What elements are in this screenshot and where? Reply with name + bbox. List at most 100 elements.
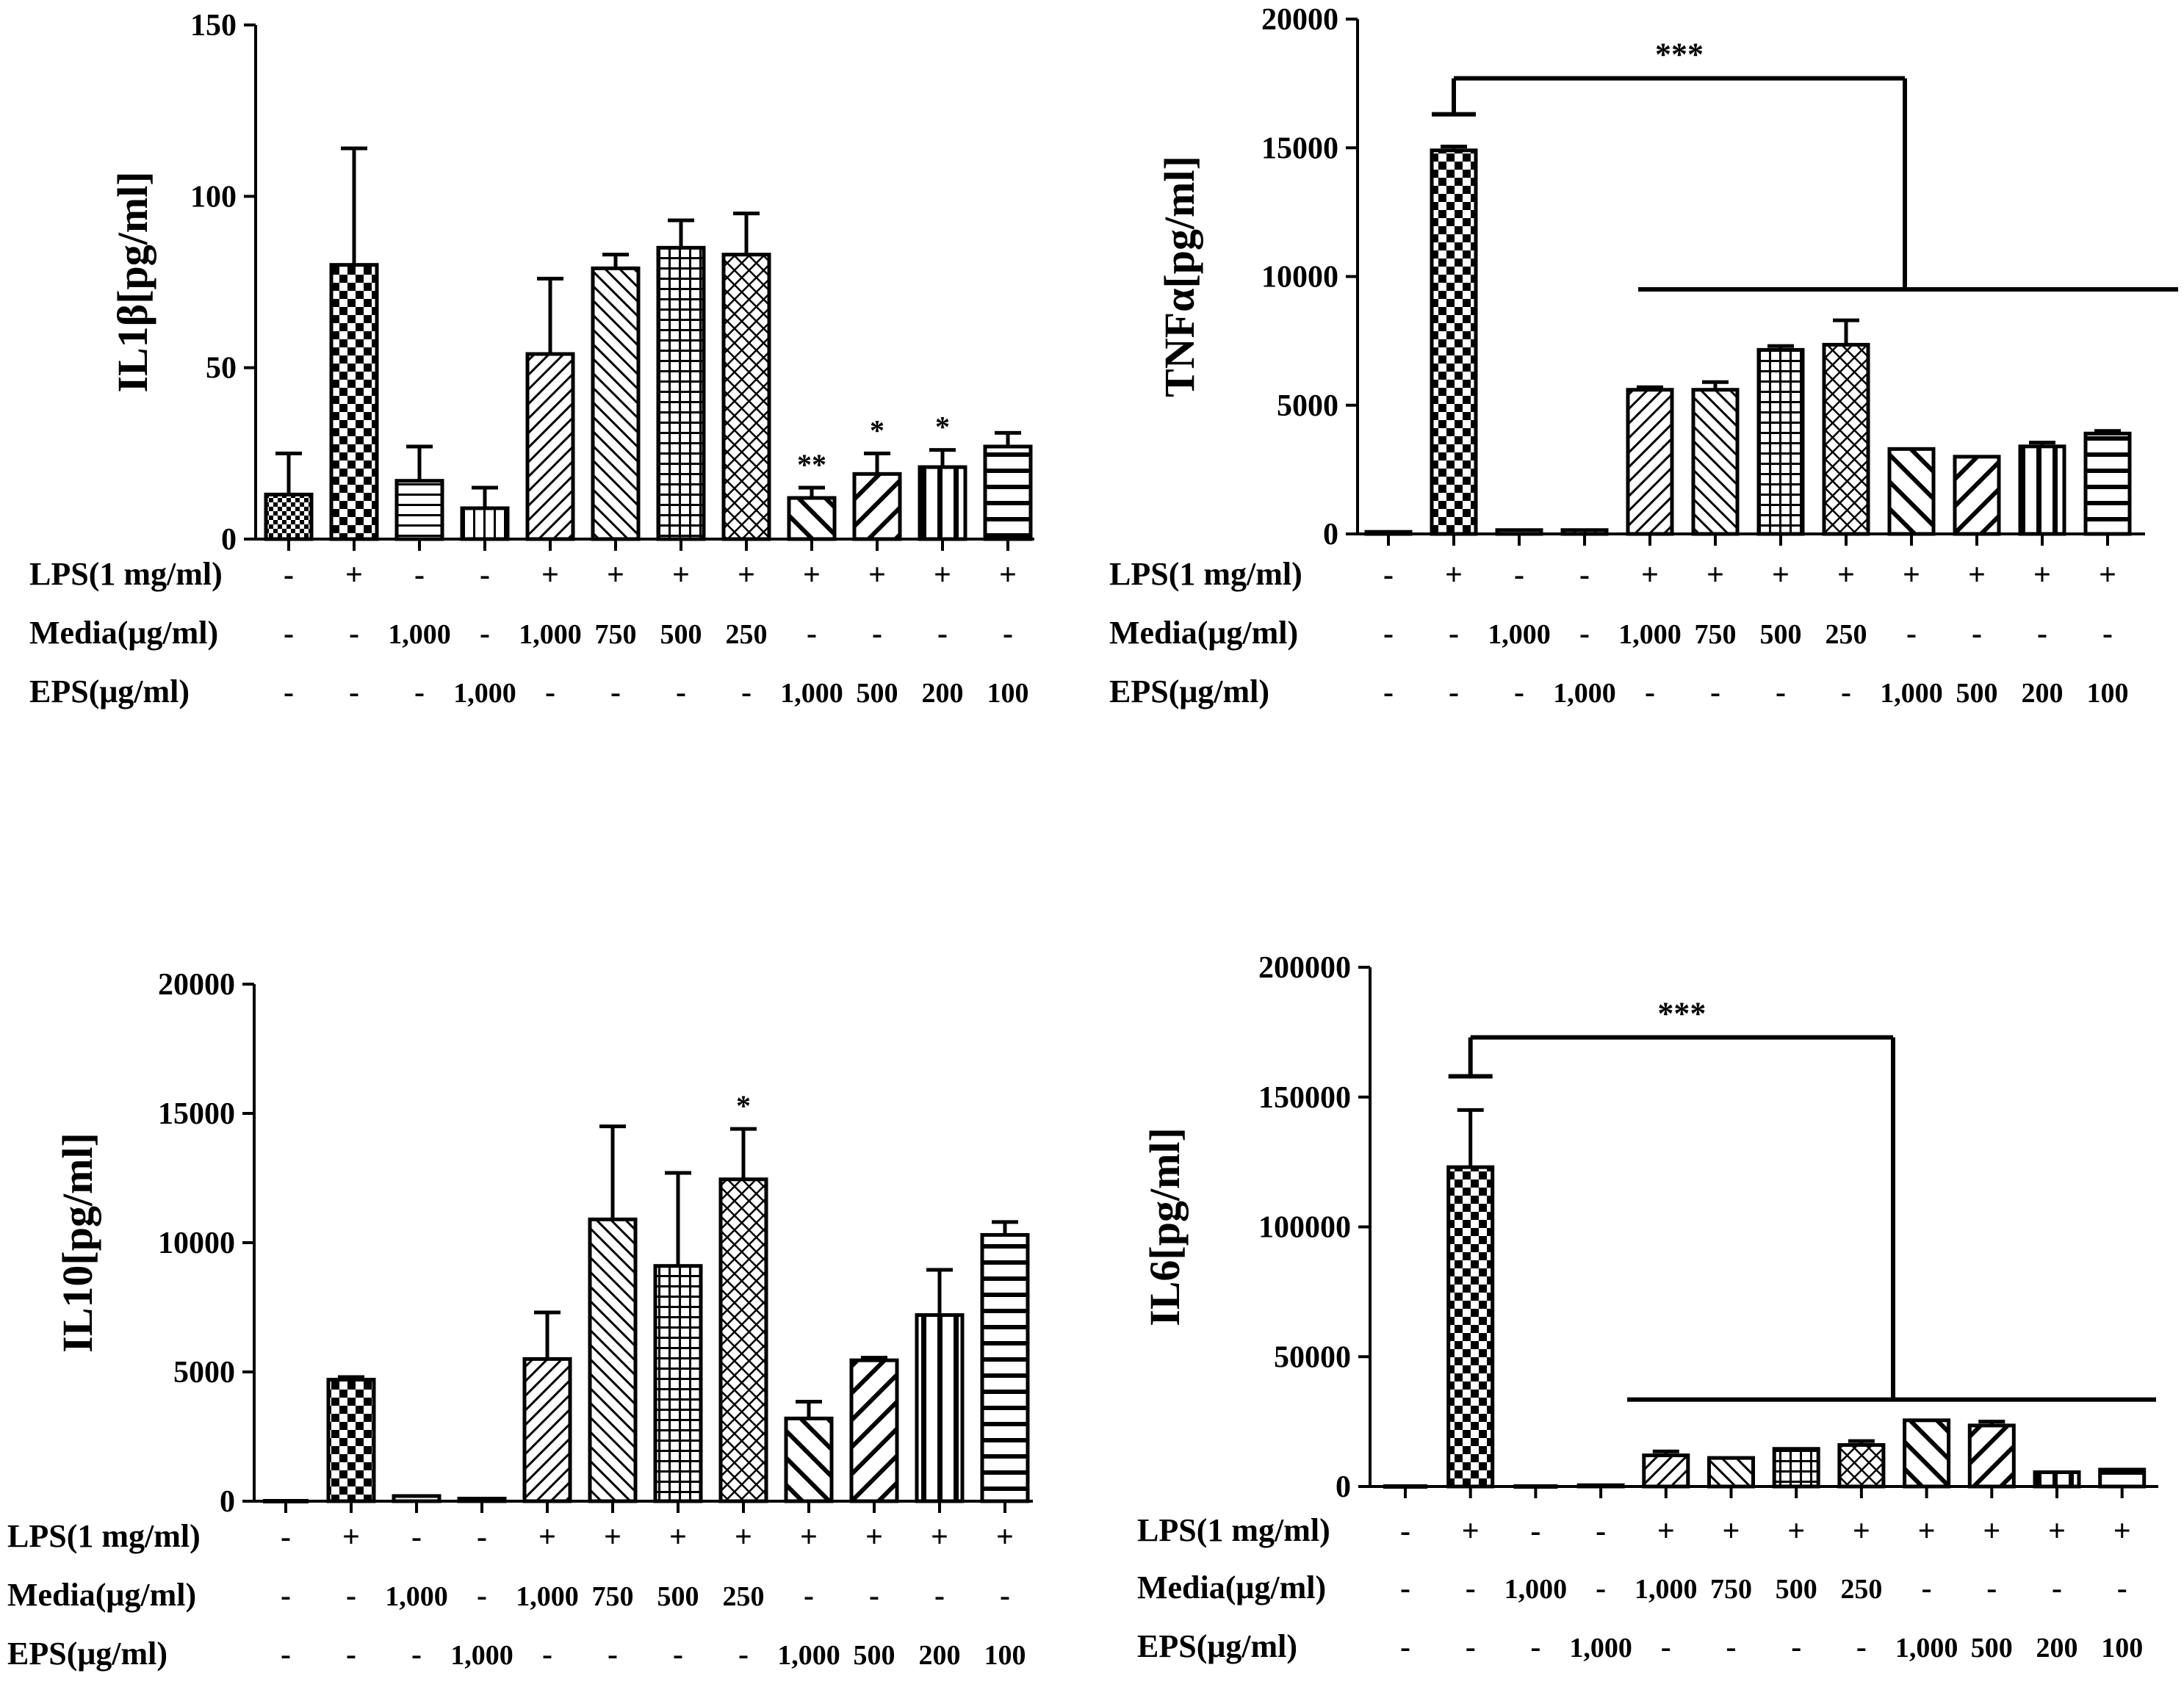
condition-cell: + [865,1520,883,1554]
chart-panel-il6: 0 50000 100000 150000 200000 IL6[pg/ml] *** LPS… [1137,951,2158,1664]
bar-8 [721,253,771,541]
condition-cell: 500 [857,678,898,709]
condition-cell: 200 [2036,1633,2078,1663]
y-tick-label: 5000 [1277,389,1338,423]
condition-cell: 100 [2087,678,2129,709]
condition-cell: - [346,1638,356,1672]
row-label-lps: LPS(1 mg/ml) [1137,1512,1330,1548]
bar-4 [457,1496,507,1503]
condition-cell: - [2102,617,2113,651]
condition-cell: - [480,558,490,592]
row-label-eps: EPS(μg/ml) [7,1636,167,1672]
y-tick-label: 20000 [1261,3,1338,37]
condition-cell: 1,000 [1569,1633,1632,1663]
condition-cell: - [804,1579,814,1613]
condition-cell: + [868,558,886,592]
condition-cell: - [414,558,425,592]
condition-cell: 250 [726,619,768,650]
condition-cell: - [411,1638,422,1672]
bar-10 [849,1358,899,1503]
y-tick-label: 150 [190,9,237,43]
condition-cell: 1,000 [1553,678,1616,709]
condition-cell: - [346,1579,356,1613]
condition-cell: - [545,676,555,709]
condition-cell: 500 [1971,1633,2013,1663]
bar-7 [1756,347,1805,536]
condition-cell: - [608,1638,618,1672]
condition-cell: - [1400,1572,1410,1605]
row-label-lps: LPS(1 mg/ml) [7,1518,201,1554]
condition-cell: - [1776,676,1786,709]
condition-cell: - [1514,676,1524,709]
bar-5 [1626,388,1674,536]
row-label-lps: LPS(1 mg/ml) [29,556,223,592]
bar-6 [588,1217,638,1503]
condition-cell: 200 [919,1640,961,1671]
condition-cell: - [1466,1630,1476,1664]
bar-10 [852,472,902,541]
bar-10 [1967,1423,2016,1489]
row-label-lps: LPS(1 mg/ml) [1109,556,1302,592]
condition-cell: + [735,1520,752,1554]
significance-marker: ** [797,448,826,481]
bar-12 [2083,431,2132,536]
condition-cell: - [1530,1514,1540,1548]
condition-cell: 1,000 [780,678,843,709]
bar-12 [2098,1467,2147,1489]
y-axis-label: IL1β[pg/ml] [109,171,156,392]
condition-cell: + [738,558,755,592]
condition-cell: 100 [2101,1633,2143,1663]
y-tick-label: 15000 [158,1097,235,1131]
bar-2 [326,1378,376,1503]
condition-cell: - [2117,1572,2127,1605]
bar-2 [1446,1165,1495,1489]
condition-cell: - [1383,617,1394,651]
condition-cell: 1,000 [388,619,451,650]
bracket-label: *** [1655,37,1704,73]
bar-3 [394,479,444,541]
condition-cell: + [800,1520,818,1554]
condition-cell: - [934,1579,945,1613]
condition-cell: 1,000 [385,1581,448,1612]
condition-cell: + [604,1520,621,1554]
condition-cell: + [1918,1514,1936,1548]
y-tick-label: 50 [206,352,237,386]
condition-cell: - [1596,1514,1606,1548]
bar-7 [656,245,706,541]
condition-cell: - [1579,617,1590,651]
condition-cell: 1,000 [1880,678,1943,709]
condition-cell: + [1853,1514,1870,1548]
y-tick-label: 10000 [158,1227,235,1260]
significance-marker: * [870,413,884,447]
bar-9 [1903,1418,1951,1489]
condition-cell: - [1856,1630,1867,1664]
condition-cell: - [610,676,621,709]
condition-cell: 750 [595,619,637,650]
bar-5 [525,352,575,541]
bar-3 [1495,528,1543,536]
condition-cell: - [1710,676,1720,709]
condition-cell: 500 [1956,678,1998,709]
chart-panel-tnfa: 0 5000 10000 15000 20000 TNFα[pg/ml] *** LPS(1 … [1109,3,2178,709]
condition-cell: 500 [657,1581,699,1612]
condition-cell: - [480,617,490,651]
condition-cell: - [1645,676,1655,709]
condition-cell: - [1579,558,1590,592]
condition-cell: + [1707,558,1724,592]
bar-4 [1576,1483,1625,1489]
condition-cell: 250 [1840,1574,1882,1605]
condition-cell: 1,000 [1488,619,1551,650]
row-label-media: Media(μg/ml) [7,1577,196,1613]
condition-cell: 100 [987,678,1029,709]
condition-cell: - [1003,617,1013,651]
row-label-eps: EPS(μg/ml) [1137,1628,1297,1664]
condition-cell: 1,000 [1504,1574,1568,1605]
condition-cell: 1,000 [1618,619,1682,650]
condition-cell: 1,000 [1895,1633,1958,1663]
condition-cell: - [281,1579,291,1613]
condition-cell: - [1383,676,1394,709]
condition-cell: + [1462,1514,1480,1548]
condition-cell: 200 [2022,678,2064,709]
y-tick-label: 0 [1323,518,1338,552]
